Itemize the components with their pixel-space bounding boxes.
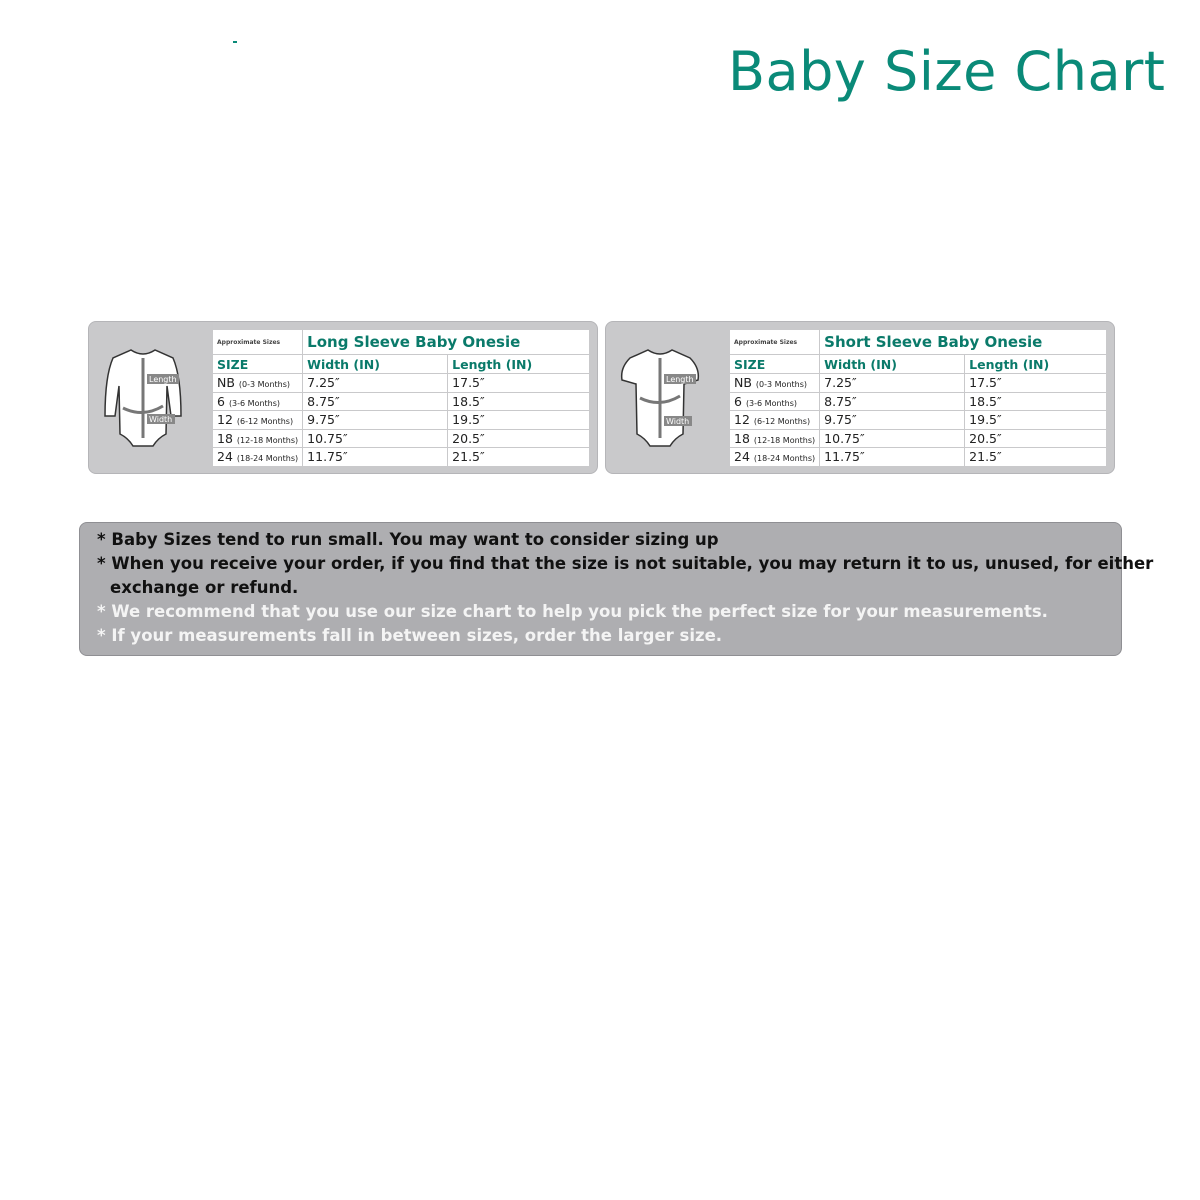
table-row: NB (0-3 Months) 7.25″ 17.5″ — [728, 373, 1107, 393]
col-width: Width (IN) — [302, 354, 449, 374]
width: 8.75″ — [819, 391, 966, 411]
months: (0-3 Months) — [238, 380, 291, 390]
size: NB — [217, 375, 235, 391]
width: 11.75″ — [302, 447, 449, 467]
width: 8.75″ — [302, 391, 449, 411]
size: 24 — [217, 449, 233, 465]
months: (18-24 Months) — [753, 454, 816, 464]
product-title: Long Sleeve Baby Onesie — [302, 329, 590, 355]
approx-sizes-label: Approximate Sizes — [211, 329, 304, 355]
table-row: 6 (3-6 Months) 8.75″ 18.5″ — [728, 391, 1107, 411]
table-row: 18 (12-18 Months) 10.75″ 20.5″ — [728, 428, 1107, 448]
length: 21.5″ — [964, 447, 1107, 467]
col-length: Length (IN) — [447, 354, 590, 374]
length: 17.5″ — [964, 373, 1107, 393]
col-width: Width (IN) — [819, 354, 966, 374]
note-in-between: * If your measurements fall in between s… — [97, 626, 723, 645]
note-run-small: * Baby Sizes tend to run small. You may … — [97, 530, 719, 549]
note-returns: * When you receive your order, if you fi… — [97, 554, 1154, 573]
width: 10.75″ — [302, 428, 449, 448]
table-row: 24 (18-24 Months) 11.75″ 21.5″ — [728, 447, 1107, 467]
months: (12-18 Months) — [236, 435, 299, 445]
months: (3-6 Months) — [745, 398, 798, 408]
width: 9.75″ — [819, 410, 966, 430]
table-row: 12 (6-12 Months) 9.75″ 19.5″ — [728, 410, 1107, 430]
size: 24 — [734, 449, 750, 465]
short-sleeve-onesie-icon: Length Width — [620, 349, 700, 447]
size-table: Approximate Sizes Short Sleeve Baby Onesi… — [728, 329, 1107, 467]
long-sleeve-chart: Length Width Approximate Sizes Long Sleev… — [88, 321, 598, 474]
length: 20.5″ — [447, 428, 590, 448]
product-title: Short Sleeve Baby Onesie — [819, 329, 1107, 355]
note-use-chart: * We recommend that you use our size cha… — [97, 602, 1048, 621]
length: 17.5″ — [447, 373, 590, 393]
width: 7.25″ — [819, 373, 966, 393]
table-row: 18 (12-18 Months) 10.75″ 20.5″ — [211, 428, 590, 448]
months: (12-18 Months) — [753, 435, 816, 445]
width: 10.75″ — [819, 428, 966, 448]
length: 21.5″ — [447, 447, 590, 467]
months: (6-12 Months) — [753, 417, 811, 427]
size: 12 — [217, 412, 233, 428]
width: 9.75″ — [302, 410, 449, 430]
table-row: 6 (3-6 Months) 8.75″ 18.5″ — [211, 391, 590, 411]
size: 6 — [734, 393, 742, 409]
length-label: Length — [149, 375, 177, 384]
long-sleeve-onesie-icon: Length Width — [104, 349, 182, 447]
months: (0-3 Months) — [755, 380, 808, 390]
approx-sizes-label: Approximate Sizes — [728, 329, 821, 355]
length: 18.5″ — [964, 391, 1107, 411]
length: 19.5″ — [447, 410, 590, 430]
size: 18 — [734, 430, 750, 446]
col-length: Length (IN) — [964, 354, 1107, 374]
length-label: Length — [666, 375, 694, 384]
length: 19.5″ — [964, 410, 1107, 430]
months: (6-12 Months) — [236, 417, 294, 427]
size: 18 — [217, 430, 233, 446]
sizing-notes: * Baby Sizes tend to run small. You may … — [79, 522, 1154, 656]
months: (18-24 Months) — [236, 454, 299, 464]
note-returns-cont: exchange or refund. — [110, 578, 299, 597]
page-title: Baby Size Chart — [728, 40, 1166, 103]
logo-fragment — [233, 41, 237, 43]
size: 12 — [734, 412, 750, 428]
col-size: SIZE — [728, 354, 821, 374]
months: (3-6 Months) — [228, 398, 281, 408]
table-row: NB (0-3 Months) 7.25″ 17.5″ — [211, 373, 590, 393]
length: 18.5″ — [447, 391, 590, 411]
short-sleeve-chart: Length Width Approximate Sizes Short Slee… — [605, 321, 1115, 474]
width-label: Width — [149, 415, 172, 424]
col-size: SIZE — [211, 354, 304, 374]
width: 11.75″ — [819, 447, 966, 467]
length: 20.5″ — [964, 428, 1107, 448]
width: 7.25″ — [302, 373, 449, 393]
size: 6 — [217, 393, 225, 409]
table-row: 12 (6-12 Months) 9.75″ 19.5″ — [211, 410, 590, 430]
width-label: Width — [666, 417, 689, 426]
table-row: 24 (18-24 Months) 11.75″ 21.5″ — [211, 447, 590, 467]
size: NB — [734, 375, 752, 391]
size-table: Approximate Sizes Long Sleeve Baby Onesie… — [211, 329, 590, 467]
